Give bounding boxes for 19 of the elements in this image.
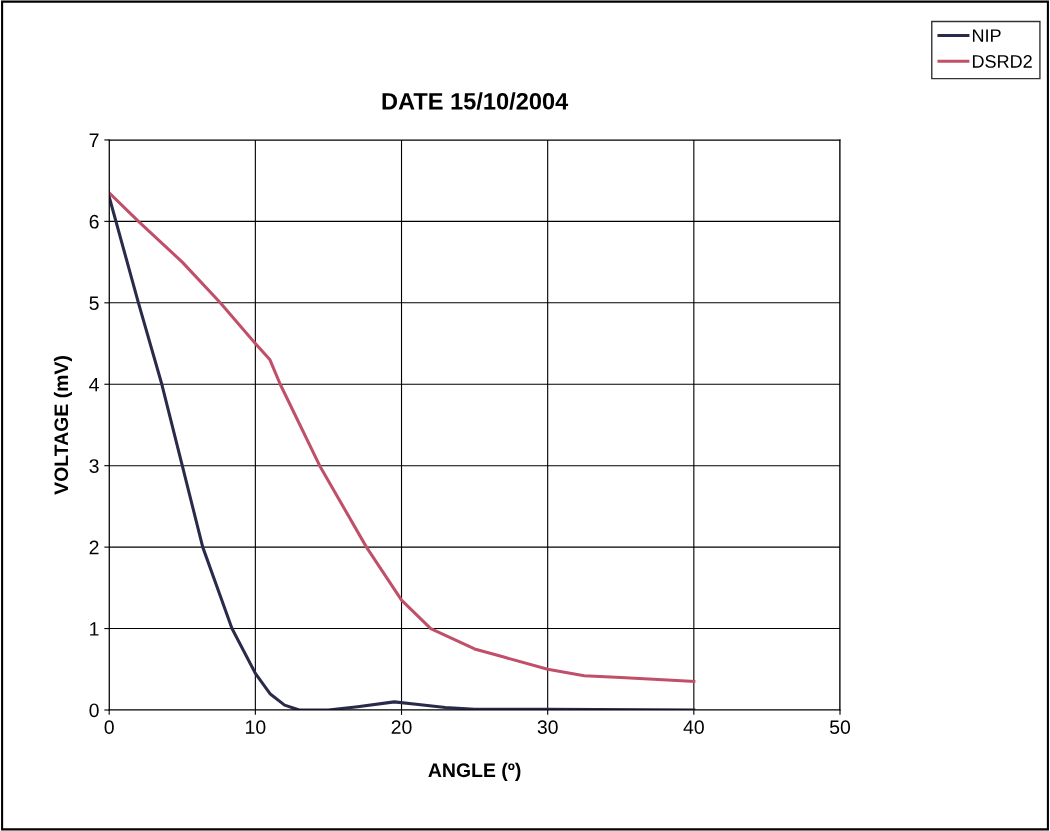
x-tick-label: 20 [391, 720, 412, 735]
y-tick-label: 1 [90, 622, 99, 636]
legend-label: NIP [972, 29, 1001, 42]
y-tick-label: 7 [89, 133, 99, 147]
y-tick-label: 5 [89, 296, 99, 311]
x-tick-label: 10 [246, 720, 266, 735]
y-tick-label: 0 [89, 703, 99, 718]
x-tick-label: 50 [829, 720, 851, 735]
x-tick-label: 0 [104, 720, 114, 735]
x-axis-title: ANGLE (º) [428, 762, 521, 781]
chart-title: DATE 15/10/2004 [382, 92, 569, 110]
y-tick-label: 2 [89, 540, 99, 555]
x-tick-label: 40 [683, 720, 704, 735]
y-tick-label: 3 [89, 459, 99, 473]
y-tick-label: 6 [89, 214, 99, 229]
legend-label: DSRD2 [972, 55, 1032, 68]
y-axis-title: VOLTAGE (mV) [53, 356, 72, 495]
y-tick-label: 4 [89, 377, 99, 392]
x-tick-label: 30 [537, 720, 558, 735]
